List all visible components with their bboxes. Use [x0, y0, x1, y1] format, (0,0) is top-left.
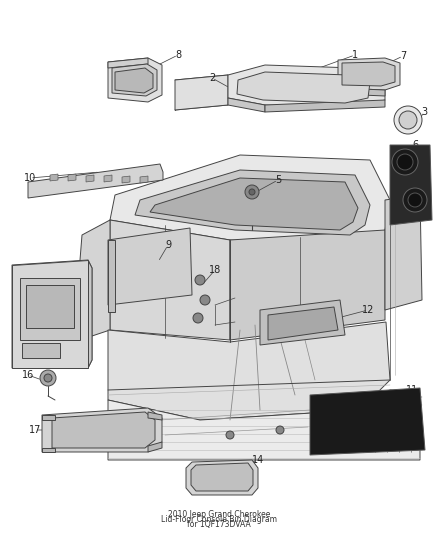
Polygon shape [237, 72, 370, 103]
Polygon shape [42, 408, 162, 452]
Polygon shape [28, 164, 163, 198]
Polygon shape [390, 145, 432, 225]
Polygon shape [310, 388, 425, 455]
Circle shape [193, 313, 203, 323]
Polygon shape [115, 68, 153, 93]
Polygon shape [135, 170, 370, 235]
Text: 14: 14 [252, 455, 264, 465]
Text: Lid-Floor Console Bin Diagram: Lid-Floor Console Bin Diagram [161, 515, 277, 524]
Circle shape [403, 188, 427, 212]
Polygon shape [108, 58, 148, 68]
Polygon shape [108, 228, 192, 305]
Polygon shape [12, 260, 88, 368]
Polygon shape [108, 240, 115, 312]
Polygon shape [338, 88, 385, 96]
Polygon shape [148, 412, 162, 420]
Circle shape [226, 431, 234, 439]
Polygon shape [108, 390, 420, 460]
Text: 12: 12 [362, 305, 374, 315]
Polygon shape [42, 415, 55, 420]
Polygon shape [104, 175, 112, 182]
Text: 11: 11 [406, 385, 418, 395]
Polygon shape [110, 155, 390, 245]
Circle shape [44, 374, 52, 382]
Text: 2: 2 [209, 73, 215, 83]
Polygon shape [50, 174, 58, 181]
Text: for 1QF173DVAA: for 1QF173DVAA [187, 520, 251, 529]
Polygon shape [86, 175, 94, 182]
Circle shape [195, 275, 205, 285]
Polygon shape [228, 98, 265, 112]
Polygon shape [148, 442, 162, 452]
Text: 5: 5 [275, 175, 281, 185]
Text: 3: 3 [421, 107, 427, 117]
Text: 15: 15 [22, 275, 34, 285]
Circle shape [249, 189, 255, 195]
Polygon shape [338, 58, 400, 90]
Circle shape [408, 193, 422, 207]
Polygon shape [342, 62, 395, 86]
Polygon shape [12, 260, 92, 368]
Polygon shape [191, 463, 253, 491]
Polygon shape [110, 220, 230, 340]
Text: 1: 1 [352, 50, 358, 60]
Polygon shape [108, 322, 390, 420]
Text: 18: 18 [209, 265, 221, 275]
Circle shape [200, 295, 210, 305]
Polygon shape [150, 178, 358, 230]
Polygon shape [228, 65, 385, 108]
Text: 8: 8 [175, 50, 181, 60]
Polygon shape [108, 58, 162, 102]
Polygon shape [260, 300, 345, 345]
Polygon shape [140, 176, 148, 183]
Polygon shape [268, 307, 338, 340]
Text: 7: 7 [400, 51, 406, 61]
Text: 9: 9 [165, 240, 171, 250]
Circle shape [399, 111, 417, 129]
Polygon shape [52, 412, 155, 448]
Polygon shape [122, 176, 130, 183]
Text: 10: 10 [24, 173, 36, 183]
Text: 17: 17 [29, 425, 41, 435]
Polygon shape [88, 260, 92, 368]
Text: 2010 Jeep Grand Cherokee: 2010 Jeep Grand Cherokee [168, 510, 270, 519]
Circle shape [245, 185, 259, 199]
Circle shape [394, 106, 422, 134]
Polygon shape [265, 100, 385, 112]
Circle shape [276, 426, 284, 434]
Polygon shape [78, 220, 110, 340]
Polygon shape [230, 230, 385, 340]
Polygon shape [22, 343, 60, 358]
Circle shape [392, 149, 418, 175]
Polygon shape [68, 174, 76, 181]
Text: 16: 16 [22, 370, 34, 380]
Circle shape [397, 154, 413, 170]
Circle shape [40, 370, 56, 386]
Polygon shape [385, 195, 422, 310]
Polygon shape [112, 64, 157, 96]
Text: 6: 6 [412, 140, 418, 150]
Polygon shape [175, 75, 228, 110]
Polygon shape [186, 460, 258, 495]
Polygon shape [26, 285, 74, 328]
Polygon shape [42, 448, 55, 452]
Polygon shape [20, 278, 80, 340]
